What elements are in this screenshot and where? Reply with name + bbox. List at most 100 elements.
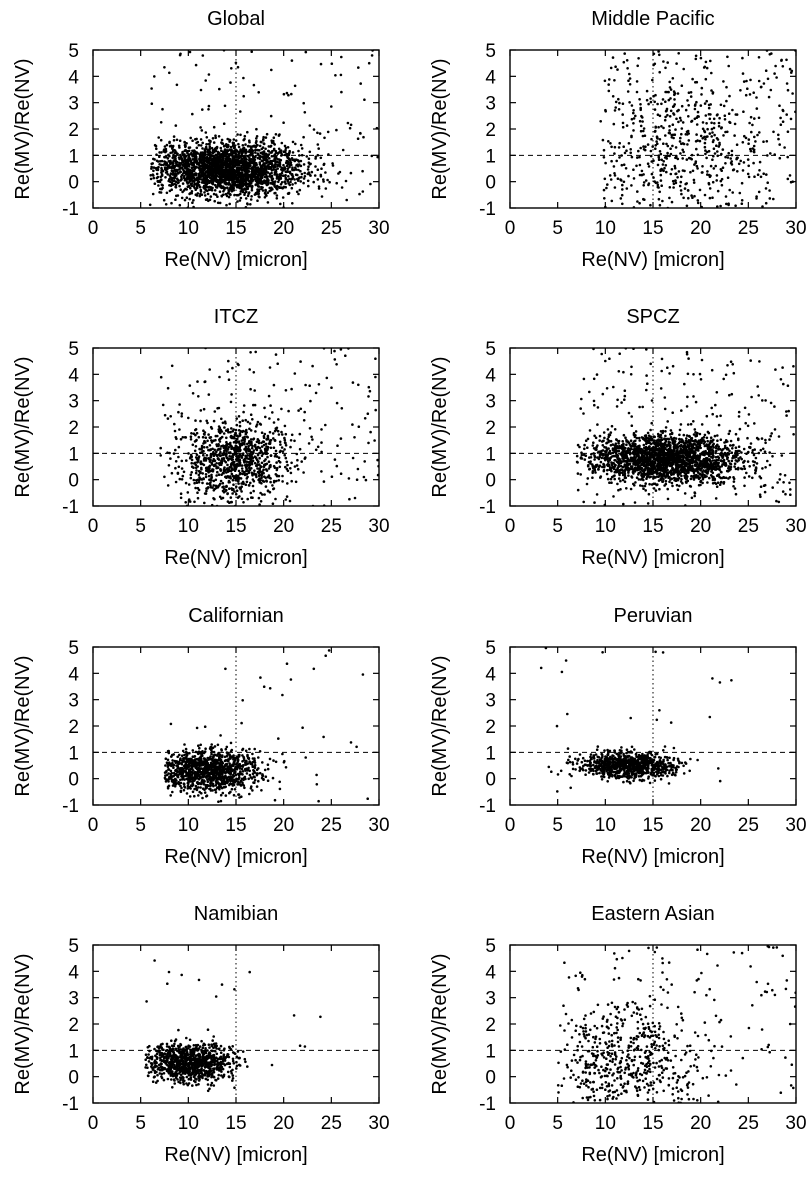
scatter-point [628,83,632,86]
scatter-point [220,175,223,178]
scatter-point [705,135,708,138]
scatter-point [249,491,253,495]
scatter-point [187,171,190,174]
scatter-point [247,448,250,452]
y-axis-label: Re(MV)/Re(NV) [12,356,34,497]
scatter-point [233,193,236,197]
scatter-point [715,179,718,182]
scatter-point [307,165,310,168]
scatter-point [240,443,244,447]
scatter-point [212,169,216,173]
scatter-point [183,155,186,158]
scatter-point [195,141,198,145]
scatter-point [785,58,788,62]
scatter-point [304,383,307,387]
scatter-point [629,148,632,151]
scatter-point [609,439,613,443]
scatter-point [642,145,645,148]
scatter-point [289,445,292,449]
scatter-point [221,481,225,485]
scatter-point [312,180,316,184]
scatter-point [229,496,233,499]
scatter-point [248,164,252,168]
scatter-point [303,410,307,414]
scatter-point [241,180,244,183]
scatter-point [235,211,238,214]
scatter-point [727,203,730,207]
scatter-point [680,214,683,217]
scatter-point [191,149,194,153]
scatter-point [195,481,199,485]
scatter-point [211,137,215,140]
scatter-point [627,142,631,145]
scatter-point [296,164,300,168]
scatter-point [255,167,259,170]
scatter-point [628,72,631,76]
scatter-point [212,125,216,129]
scatter-point [249,413,253,417]
scatter-point [217,181,220,185]
scatter-point [673,164,677,168]
scatter-point [272,136,276,139]
scatter-point [755,107,759,110]
scatter-point [197,473,201,477]
scatter-point [297,160,301,163]
scatter-point [238,434,242,437]
scatter-point [250,471,254,475]
scatter-point [178,139,182,142]
chart-title: Global [207,8,265,30]
scatter-point [669,97,672,100]
scatter-point [788,174,792,177]
scatter-point [208,157,211,160]
scatter-point [710,89,713,92]
scatter-point [183,149,187,153]
scatter-point [694,54,698,58]
scatter-point [227,443,231,446]
scatter-point [245,463,249,467]
scatter-point [699,56,703,60]
scatter-point [206,167,209,170]
scatter-point [197,456,200,459]
scatter-point [202,407,206,411]
scatter-point [267,460,271,464]
scatter-point [281,480,284,483]
scatter-point [263,493,266,496]
scatter-point [723,118,727,121]
scatter-point [218,495,222,499]
scatter-point [275,474,279,478]
scatter-point [752,144,756,148]
scatter-point [181,474,185,478]
scatter-point [217,444,220,448]
scatter-point [260,165,264,168]
scatter-point [155,172,159,176]
scatter-point [230,178,233,181]
scatter-point [198,155,202,159]
scatter-point [284,146,288,150]
scatter-point [632,109,635,112]
scatter-point [728,94,731,98]
scatter-point [177,445,181,449]
scatter-point [250,446,254,450]
scatter-point [317,187,321,190]
scatter-point [712,147,716,150]
scatter-point [704,77,708,81]
scatter-point [726,156,730,159]
scatter-point [151,192,155,196]
scatter-point [757,116,761,120]
scatter-point [194,63,198,67]
scatter-point [199,419,202,423]
scatter-point [777,435,781,438]
scatter-point [239,471,242,475]
scatter-point [282,92,286,96]
scatter-point [218,440,222,443]
scatter-point [156,168,160,172]
scatter-point [603,197,606,200]
scatter-point [158,179,161,183]
scatter-point [255,144,258,147]
scatter-point [262,465,266,469]
scatter-point [180,174,184,177]
scatter-point [729,157,732,160]
scatter-point [251,452,254,456]
scatter-point [210,463,214,466]
scatter-point [639,106,642,110]
